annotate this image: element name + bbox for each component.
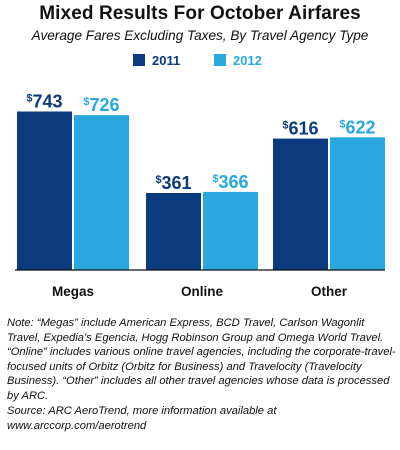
data-label-other-2011: $616 (282, 119, 318, 139)
legend-label-2011: 2011 (152, 53, 180, 68)
legend-swatch-2012 (214, 54, 226, 66)
bar-other-2012 (330, 137, 385, 270)
data-label-online-2012: $366 (212, 172, 248, 192)
bar-other-2011 (273, 138, 328, 270)
chart-subtitle: Average Fares Excluding Taxes, By Travel… (31, 28, 369, 43)
bar-chart: 2011 2012 $743 $726 Megas $361 $366 Online $616 $… (15, 53, 385, 299)
chart-note: Note: “Megas” include American Express, … (7, 317, 396, 402)
legend-label-2012: 2012 (233, 53, 262, 68)
bar-megas-2011 (17, 111, 72, 270)
chart-title: Mixed Results For October Airfares (39, 3, 361, 24)
bar-online-2012 (203, 191, 258, 270)
category-label-other: Other (311, 284, 348, 299)
category-label-megas: Megas (52, 284, 94, 299)
data-label-other-2012: $622 (339, 117, 375, 137)
category-label-online: Online (181, 284, 223, 299)
data-label-megas-2011: $743 (26, 91, 62, 111)
legend-swatch-2011 (133, 54, 145, 66)
bar-megas-2012 (74, 115, 129, 271)
bar-online-2011 (146, 192, 201, 270)
data-label-megas-2012: $726 (83, 95, 119, 115)
chart-source: Source: ARC AeroTrend, more information … (7, 405, 277, 432)
data-label-online-2011: $361 (155, 173, 191, 193)
